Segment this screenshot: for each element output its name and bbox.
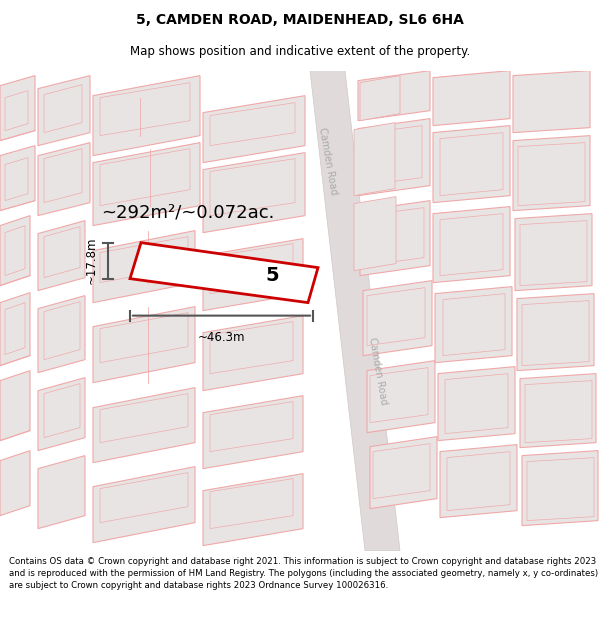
Polygon shape [522, 451, 598, 526]
Polygon shape [44, 84, 82, 132]
Text: ~17.8m: ~17.8m [85, 237, 98, 284]
Polygon shape [515, 214, 592, 291]
Text: Camden Road: Camden Road [317, 126, 339, 195]
Polygon shape [100, 394, 188, 442]
Polygon shape [518, 142, 585, 206]
Polygon shape [210, 402, 293, 452]
Polygon shape [443, 294, 505, 356]
Polygon shape [440, 214, 503, 276]
Polygon shape [93, 467, 195, 542]
Polygon shape [358, 71, 430, 121]
Polygon shape [360, 76, 400, 121]
Polygon shape [38, 76, 90, 146]
Polygon shape [520, 221, 587, 286]
Polygon shape [203, 152, 305, 232]
Polygon shape [38, 221, 85, 291]
Polygon shape [210, 479, 293, 529]
Polygon shape [5, 158, 28, 201]
Polygon shape [367, 288, 425, 346]
Polygon shape [513, 71, 590, 132]
Polygon shape [100, 312, 188, 362]
Polygon shape [0, 371, 30, 441]
Polygon shape [210, 102, 295, 146]
Text: ~292m²/~0.072ac.: ~292m²/~0.072ac. [101, 204, 275, 222]
Polygon shape [93, 307, 195, 382]
Polygon shape [210, 159, 295, 216]
Polygon shape [5, 226, 25, 276]
Polygon shape [0, 292, 30, 366]
Polygon shape [310, 71, 400, 551]
Polygon shape [445, 374, 508, 434]
Polygon shape [0, 146, 35, 211]
Polygon shape [38, 142, 90, 216]
Polygon shape [100, 82, 190, 136]
Text: ~46.3m: ~46.3m [198, 331, 245, 344]
Polygon shape [363, 281, 432, 356]
Polygon shape [93, 142, 200, 226]
Text: 5: 5 [265, 266, 279, 285]
Polygon shape [358, 119, 430, 196]
Polygon shape [447, 452, 510, 511]
Polygon shape [433, 126, 510, 202]
Polygon shape [38, 456, 85, 529]
Polygon shape [0, 216, 30, 286]
Polygon shape [440, 444, 517, 518]
Polygon shape [203, 96, 305, 162]
Polygon shape [210, 244, 293, 294]
Polygon shape [522, 301, 589, 366]
Polygon shape [360, 201, 430, 276]
Polygon shape [210, 322, 293, 374]
Polygon shape [527, 458, 594, 521]
Polygon shape [525, 381, 592, 442]
Polygon shape [364, 208, 424, 266]
Polygon shape [435, 287, 512, 362]
Polygon shape [44, 302, 80, 359]
Polygon shape [517, 294, 594, 371]
Polygon shape [5, 91, 28, 131]
Polygon shape [513, 136, 590, 211]
Polygon shape [373, 444, 430, 499]
Polygon shape [370, 437, 437, 509]
Polygon shape [203, 239, 303, 311]
Polygon shape [100, 149, 190, 206]
Polygon shape [38, 378, 85, 451]
Polygon shape [433, 71, 510, 126]
Polygon shape [438, 367, 515, 441]
Polygon shape [367, 361, 435, 432]
Polygon shape [354, 197, 396, 271]
Text: Contains OS data © Crown copyright and database right 2021. This information is : Contains OS data © Crown copyright and d… [9, 557, 598, 590]
Polygon shape [44, 149, 82, 202]
Polygon shape [203, 474, 303, 546]
Polygon shape [440, 132, 503, 196]
Polygon shape [93, 76, 200, 156]
Polygon shape [38, 296, 85, 372]
Polygon shape [433, 207, 510, 282]
Polygon shape [362, 126, 422, 186]
Polygon shape [0, 451, 30, 516]
Polygon shape [354, 122, 395, 196]
Polygon shape [370, 368, 428, 423]
Polygon shape [130, 242, 318, 302]
Text: 5, CAMDEN ROAD, MAIDENHEAD, SL6 6HA: 5, CAMDEN ROAD, MAIDENHEAD, SL6 6HA [136, 12, 464, 27]
Polygon shape [0, 76, 35, 141]
Polygon shape [100, 472, 188, 522]
Polygon shape [93, 388, 195, 462]
Polygon shape [203, 316, 303, 391]
Polygon shape [100, 237, 188, 282]
Polygon shape [203, 396, 303, 469]
Text: Camden Road: Camden Road [367, 336, 389, 405]
Polygon shape [5, 302, 25, 354]
Polygon shape [93, 231, 195, 302]
Polygon shape [520, 374, 596, 448]
Polygon shape [44, 384, 80, 438]
Polygon shape [44, 227, 80, 278]
Text: Map shows position and indicative extent of the property.: Map shows position and indicative extent… [130, 45, 470, 58]
